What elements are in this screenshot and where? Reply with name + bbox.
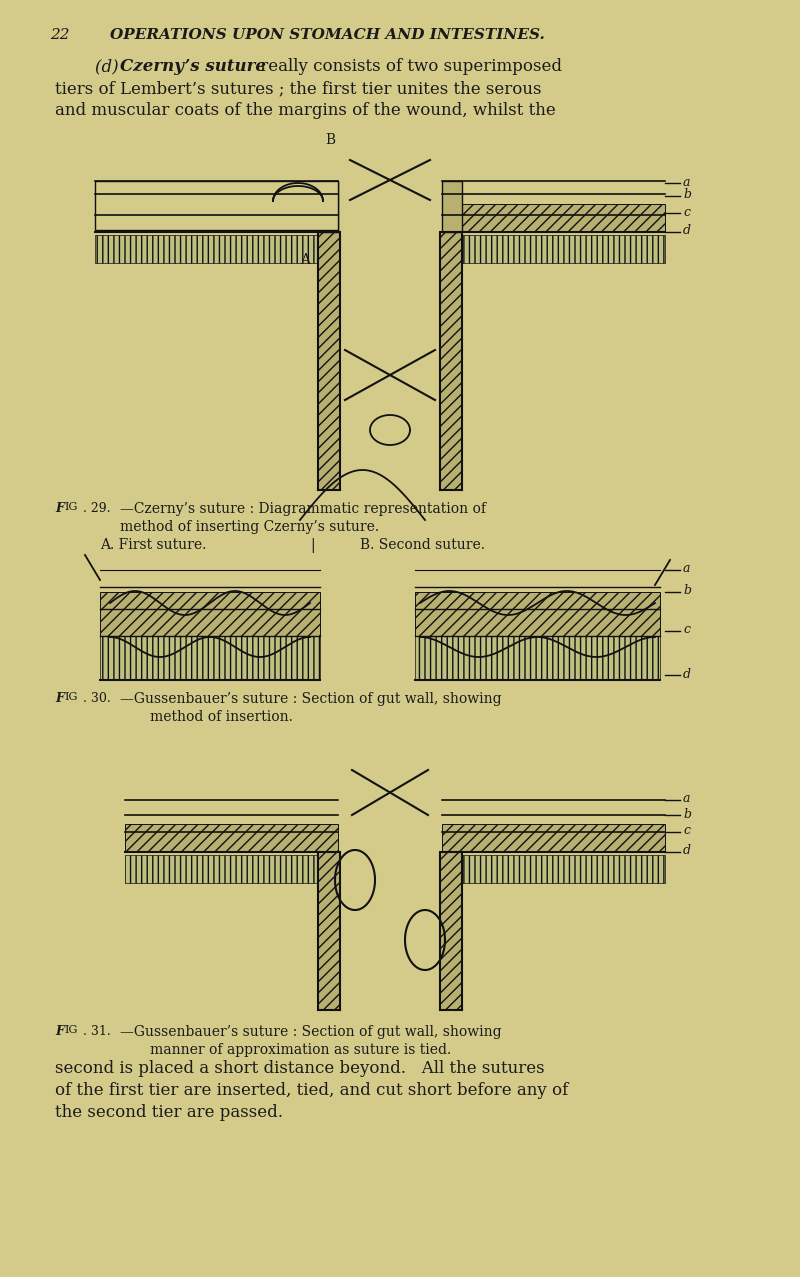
Bar xyxy=(440,232,462,490)
Text: d: d xyxy=(683,225,691,238)
Bar xyxy=(100,593,320,636)
Text: . 30.: . 30. xyxy=(83,692,110,705)
Text: B: B xyxy=(325,133,335,147)
Bar xyxy=(95,181,338,230)
Bar xyxy=(442,204,665,232)
Text: method of inserting Czerny’s suture.: method of inserting Czerny’s suture. xyxy=(120,520,379,534)
Text: manner of approximation as suture is tied.: manner of approximation as suture is tie… xyxy=(150,1043,451,1057)
Text: c: c xyxy=(683,623,690,636)
Text: F: F xyxy=(55,502,64,515)
Text: B. Second suture.: B. Second suture. xyxy=(360,538,485,552)
Text: —Gussenbauer’s suture : Section of gut wall, showing: —Gussenbauer’s suture : Section of gut w… xyxy=(120,1025,502,1039)
Text: |: | xyxy=(310,538,314,553)
Text: A: A xyxy=(300,253,310,267)
Text: a: a xyxy=(683,175,690,189)
Text: b: b xyxy=(683,807,691,821)
Text: A. First suture.: A. First suture. xyxy=(100,538,206,552)
Bar xyxy=(100,636,320,679)
Text: —Gussenbauer’s suture : Section of gut wall, showing: —Gussenbauer’s suture : Section of gut w… xyxy=(120,692,502,706)
Text: OPERATIONS UPON STOMACH AND INTESTINES.: OPERATIONS UPON STOMACH AND INTESTINES. xyxy=(110,28,545,42)
Bar xyxy=(95,235,338,263)
Bar xyxy=(442,235,665,263)
Text: IG: IG xyxy=(64,1025,78,1034)
Text: —Czerny’s suture : Diagrammatic representation of: —Czerny’s suture : Diagrammatic represen… xyxy=(120,502,486,516)
Bar xyxy=(442,824,665,852)
Text: second is placed a short distance beyond.   All the sutures: second is placed a short distance beyond… xyxy=(55,1060,545,1077)
Bar xyxy=(340,852,440,1010)
Text: (d): (d) xyxy=(95,57,124,75)
Text: F: F xyxy=(55,692,64,705)
Bar xyxy=(318,232,340,490)
Text: c: c xyxy=(683,825,690,838)
Text: tiers of Lembert’s sutures ; the first tier unites the serous: tiers of Lembert’s sutures ; the first t… xyxy=(55,80,542,97)
Text: b: b xyxy=(683,189,691,202)
Text: really consists of two superimposed: really consists of two superimposed xyxy=(255,57,562,75)
Text: of the first tier are inserted, tied, and cut short before any of: of the first tier are inserted, tied, an… xyxy=(55,1082,568,1099)
Bar xyxy=(318,852,340,1010)
Bar xyxy=(318,181,338,232)
Text: a: a xyxy=(683,562,690,576)
Bar xyxy=(125,856,338,882)
Bar xyxy=(415,593,660,636)
Text: d: d xyxy=(683,844,691,857)
Text: . 31.: . 31. xyxy=(83,1025,110,1038)
Bar xyxy=(440,852,462,1010)
Text: . 29.: . 29. xyxy=(83,502,110,515)
Text: method of insertion.: method of insertion. xyxy=(150,710,293,724)
Text: and muscular coats of the margins of the wound, whilst the: and muscular coats of the margins of the… xyxy=(55,102,556,119)
Text: b: b xyxy=(683,585,691,598)
Bar xyxy=(125,824,338,852)
Bar xyxy=(340,232,440,490)
Text: the second tier are passed.: the second tier are passed. xyxy=(55,1105,283,1121)
Text: IG: IG xyxy=(64,502,78,512)
Bar xyxy=(442,181,462,232)
Text: IG: IG xyxy=(64,692,78,702)
Text: a: a xyxy=(683,793,690,806)
Text: Czerny’s suture: Czerny’s suture xyxy=(120,57,266,75)
Bar xyxy=(442,856,665,882)
Bar xyxy=(95,204,338,232)
Text: c: c xyxy=(683,206,690,218)
Text: d: d xyxy=(683,668,691,681)
Bar xyxy=(415,636,660,679)
Text: 22: 22 xyxy=(50,28,70,42)
Text: F: F xyxy=(55,1025,64,1038)
